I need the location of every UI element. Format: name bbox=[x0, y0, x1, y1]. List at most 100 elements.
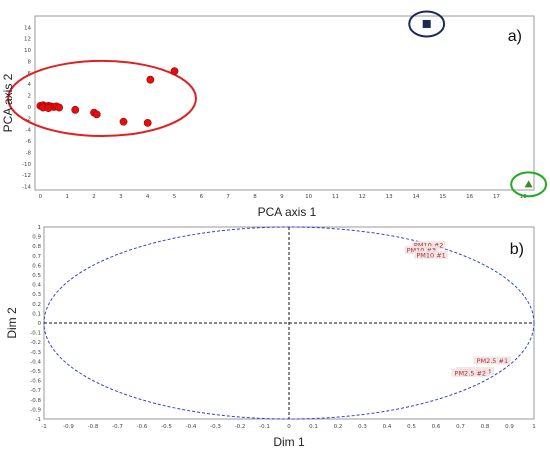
panel-b-y-tick-label: 0.4 bbox=[32, 283, 41, 289]
panel-b-x-tick-label: 0 bbox=[287, 424, 291, 430]
panel-b-y-tick-label: 1 bbox=[38, 225, 42, 231]
panel-a-x-tick-label: 0 bbox=[39, 194, 43, 200]
panel-b-y-tick-label: -0.4 bbox=[30, 359, 41, 365]
panel-b-label: b) bbox=[510, 241, 524, 258]
panel-a-x-tick-label: 17 bbox=[493, 194, 500, 200]
panel-b-x-tick-label: -0.3 bbox=[210, 424, 221, 430]
panel-b-point-label-bg bbox=[451, 368, 490, 377]
panel-a-point bbox=[92, 110, 101, 119]
panel-b-y-tick-label: -0.7 bbox=[30, 388, 41, 394]
panel-b-y-tick-label: 0.2 bbox=[32, 302, 41, 308]
panel-b-y-tick-label: 0.3 bbox=[32, 292, 41, 298]
panel-a-x-tick-label: 7 bbox=[226, 194, 230, 200]
panel-b-y-tick-label: -0.6 bbox=[30, 379, 41, 385]
panel-a-x-axis-title: PCA axis 1 bbox=[258, 205, 317, 219]
panel-b-y-axis-title: Dim 2 bbox=[5, 307, 19, 339]
panel-b-x-tick-label: 0.7 bbox=[456, 424, 465, 430]
panel-a-x-tick-label: 18 bbox=[520, 194, 527, 200]
panel-b-y-tick-label: 0.1 bbox=[32, 311, 41, 317]
panel-a-x-tick-label: 11 bbox=[332, 194, 339, 200]
panel-a-y-tick-label: -14 bbox=[22, 185, 31, 191]
panel-b-x-tick-label: 0.1 bbox=[309, 424, 318, 430]
panel-b-x-tick-label: 0.4 bbox=[383, 424, 392, 430]
panel-b-x-tick-label: -0.7 bbox=[112, 424, 123, 430]
panel-a-y-tick-label: 10 bbox=[24, 48, 31, 54]
panel-b-x-tick-label: 1 bbox=[532, 424, 536, 430]
panel-a-point bbox=[71, 105, 80, 114]
panel-b-x-tick-label: -0.6 bbox=[137, 424, 148, 430]
panel-a-point bbox=[146, 75, 155, 84]
panel-a-points bbox=[36, 19, 533, 188]
panel-b-x-tick-label: -0.4 bbox=[186, 424, 197, 430]
panel-a-x-tick-label: 3 bbox=[119, 194, 123, 200]
panel-b-point-label: PM10 #3 bbox=[407, 247, 436, 255]
panel-a-plot-frame bbox=[34, 15, 535, 191]
panel-b-point-label-bg bbox=[404, 246, 438, 254]
panel-a-point bbox=[143, 119, 152, 127]
panel-a-x-tick-label: 2 bbox=[92, 194, 96, 200]
panel-b-y-tick-label: 0.5 bbox=[32, 273, 41, 279]
panel-a-outlier-square bbox=[422, 19, 431, 28]
panel-a-y-tick-label: 0 bbox=[28, 105, 32, 111]
panel-a-x-tick-label: 12 bbox=[359, 194, 366, 200]
panel-b-y-tick-label: -0.8 bbox=[30, 398, 41, 404]
panel-b-x-tick-label: 0.6 bbox=[432, 424, 441, 430]
panel-a-y-tick-label: -10 bbox=[22, 162, 31, 168]
panel-b-x-tick-label: -0.1 bbox=[259, 424, 270, 430]
panel-a-x-tick-label: 8 bbox=[253, 194, 257, 200]
panel-b-x-tick-label: 0.5 bbox=[407, 424, 416, 430]
panel-a-x-tick-label: 9 bbox=[280, 194, 284, 200]
panel-b-y-tick-label: 0.7 bbox=[32, 254, 41, 260]
panel-a-x-tick-label: 4 bbox=[146, 194, 150, 200]
panel-b-y-tick-label: 0.8 bbox=[32, 244, 41, 250]
panel-b-x-axis-title: Dim 1 bbox=[273, 435, 305, 449]
panel-a-y-tick-label: 14 bbox=[24, 25, 31, 31]
panel-b-point-label: PM2.5 #1 bbox=[477, 357, 509, 365]
panel-a-x-tick-label: 10 bbox=[305, 194, 312, 200]
panel-a-label: a) bbox=[508, 28, 522, 45]
panel-a-y-tick-label: 4 bbox=[28, 82, 32, 88]
panel-a-y-tick-label: -6 bbox=[26, 139, 32, 145]
panel-b-x-tick-label: -0.9 bbox=[63, 424, 74, 430]
panel-b-point-label-bg bbox=[411, 241, 446, 250]
panel-a-x-tick-label: 15 bbox=[439, 194, 446, 200]
panel-a-outlier-triangle bbox=[524, 180, 533, 188]
panel-a-point bbox=[44, 104, 53, 113]
panel-a-highlight-ellipses bbox=[7, 10, 548, 198]
panel-a-y-tick-label: -4 bbox=[26, 128, 32, 134]
panel-b-x-tick-label: -0.8 bbox=[88, 424, 99, 430]
panel-b-correlation-circle: 1 0.9 0.8 0.7 0.6 0.5 0.4 0.3 0.2 0.1 0 -0.1 -0.2 -0.… bbox=[5, 225, 536, 449]
panel-a-point bbox=[119, 117, 128, 126]
panel-b-y-tick-label: -0.2 bbox=[30, 340, 41, 346]
panel-b-point-label-bg bbox=[473, 356, 512, 365]
panel-b-x-tick-labels: -1 -0.9 -0.8 -0.7 -0.6 -0.5 -0.4 -0.3 -0.2 -0.1 0 0… bbox=[41, 424, 535, 430]
panel-a-x-tick-label: 5 bbox=[173, 194, 177, 200]
panel-b-y-tick-label: -1 bbox=[36, 417, 41, 423]
panel-b-x-tick-label: -0.2 bbox=[235, 424, 246, 430]
panel-b-x-tick-label: -1 bbox=[41, 424, 46, 430]
panel-a-x-tick-label: 16 bbox=[466, 194, 473, 200]
panel-b-x-tick-label: -0.5 bbox=[161, 424, 172, 430]
panel-a-x-tick-label: 13 bbox=[386, 194, 393, 200]
panel-a-y-tick-label: 8 bbox=[28, 59, 32, 65]
panel-b-point-label-bg bbox=[414, 250, 448, 259]
panel-a-y-tick-label: 2 bbox=[28, 94, 32, 100]
panel-a-y-tick-label: 12 bbox=[24, 37, 31, 43]
panel-b-y-tick-label: 0.9 bbox=[32, 235, 41, 241]
panel-a-x-tick-label: 1 bbox=[65, 194, 69, 200]
panel-b-y-tick-label: 0.6 bbox=[32, 263, 41, 269]
panel-b-x-tick-label: 0.9 bbox=[505, 424, 514, 430]
panel-b-crosshair bbox=[44, 227, 534, 419]
panel-b-y-tick-label: -0.3 bbox=[30, 350, 41, 356]
panel-a-y-tick-label: -12 bbox=[22, 173, 31, 179]
panel-a-y-tick-label: -2 bbox=[26, 116, 31, 122]
panel-b-x-tick-label: 0.2 bbox=[334, 424, 343, 430]
panel-b-y-tick-label: -0.1 bbox=[30, 331, 41, 337]
panel-b-x-tick-label: 0.8 bbox=[481, 424, 490, 430]
panel-a-y-tick-label: -8 bbox=[26, 150, 32, 156]
panel-b-point-label: PM2.5 #2 bbox=[455, 369, 487, 377]
panel-b-x-tick-label: 0.3 bbox=[358, 424, 367, 430]
